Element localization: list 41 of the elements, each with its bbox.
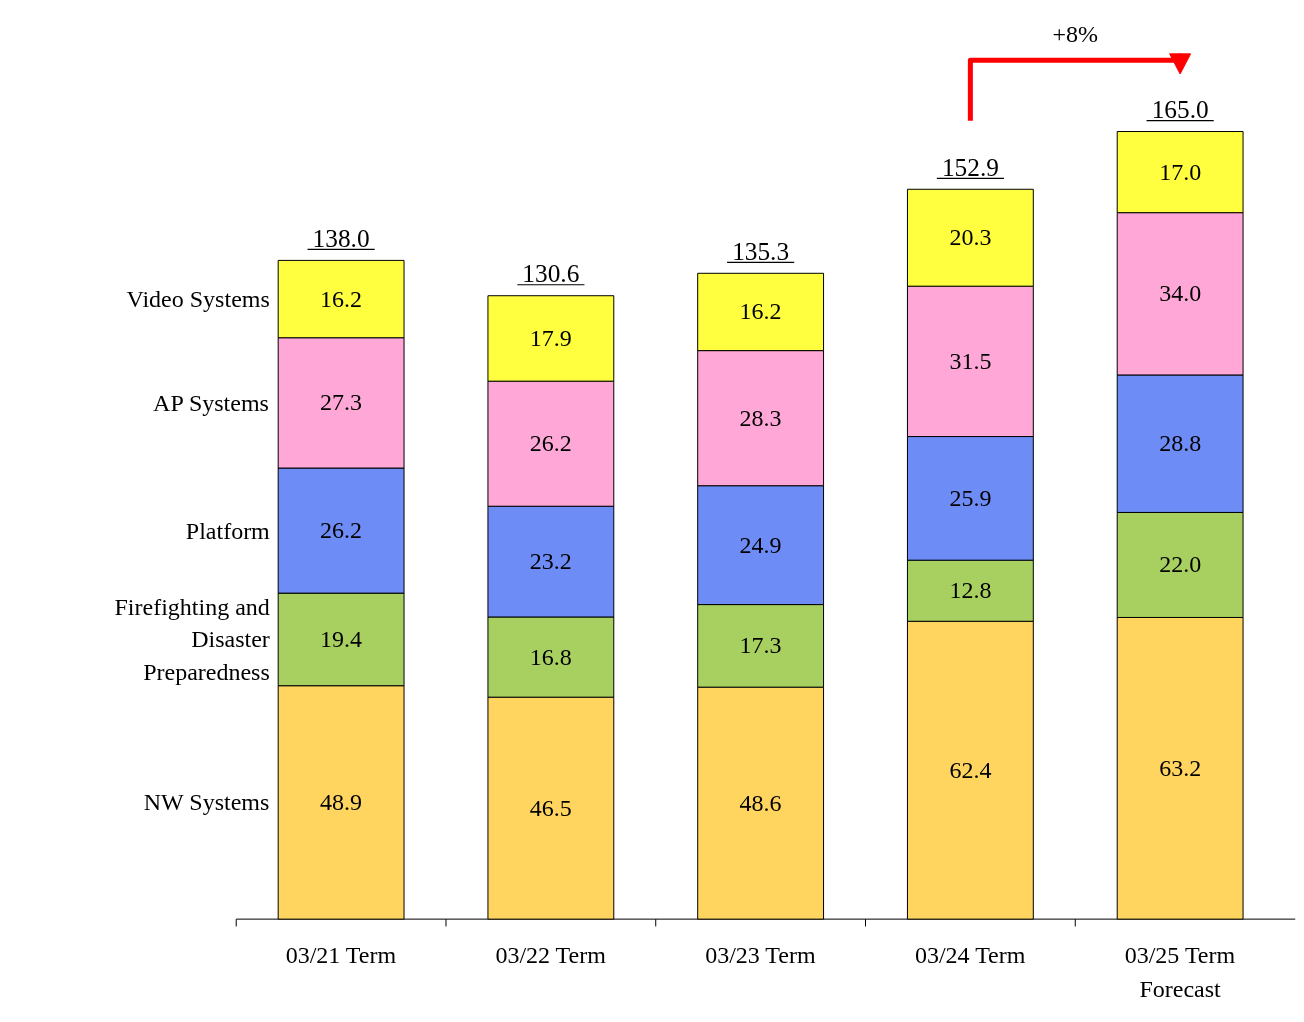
series-label: AP Systems [153,389,269,416]
data-label: 17.3 [739,632,782,659]
data-label: 31.5 [949,347,992,374]
x-tick-label: 03/25 Term Forecast [1124,941,1236,1002]
total-label: 138.0 [312,223,370,252]
data-label: 20.3 [949,224,992,251]
total-label: 165.0 [1151,94,1209,123]
x-tick-label: 03/22 Term [495,941,607,968]
series-label: NW Systems [143,789,270,816]
data-label: 26.2 [320,517,363,544]
series-label: Firefighting and Disaster Preparedness [114,593,270,685]
series-label: Platform [185,517,271,544]
data-label: 22.0 [1159,551,1202,578]
data-label: 34.0 [1159,280,1202,307]
x-tick-label: 03/24 Term [914,941,1026,968]
data-label: 16.2 [739,298,782,325]
data-label: 26.2 [529,430,572,457]
data-label: 24.9 [739,531,782,558]
series-label: Video Systems [126,286,270,313]
data-label: 16.8 [529,643,572,670]
data-label: 12.8 [949,577,992,604]
text: +8% [1052,20,1099,47]
total-label: 130.6 [522,259,580,288]
total-label: 135.3 [732,236,790,265]
data-label: 19.4 [320,625,363,652]
total-label: 152.9 [941,152,999,181]
data-label: 46.5 [529,794,572,821]
data-label: 25.9 [949,484,992,511]
data-label: 16.2 [320,285,363,312]
data-label: 28.8 [1159,430,1202,457]
data-label: 17.9 [529,324,572,351]
data-label: 48.6 [739,789,782,816]
data-label: 48.9 [320,788,363,815]
data-label: 23.2 [529,548,572,575]
x-tick-label: 03/21 Term [285,941,397,968]
data-label: 27.3 [320,389,363,416]
data-label: 28.3 [739,404,782,431]
x-tick-label: 03/23 Term [705,941,816,968]
data-label: 17.0 [1159,158,1202,185]
data-label: 63.2 [1159,754,1202,781]
data-label: 62.4 [949,756,992,783]
